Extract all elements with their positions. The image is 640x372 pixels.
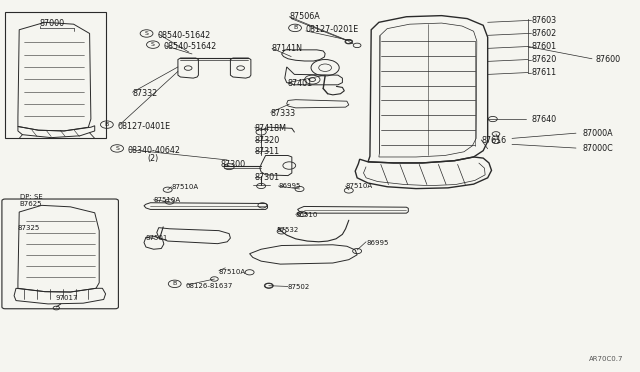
Text: 87301: 87301	[255, 173, 280, 182]
Text: 87401: 87401	[288, 79, 313, 88]
Text: 87502: 87502	[288, 284, 310, 290]
Text: 87506A: 87506A	[289, 12, 320, 21]
Text: 97017: 97017	[55, 295, 77, 301]
Text: B: B	[105, 122, 109, 127]
Text: 87332: 87332	[132, 89, 157, 97]
Text: 87600: 87600	[595, 55, 620, 64]
Text: B7625: B7625	[19, 201, 42, 207]
Text: 87616: 87616	[481, 136, 506, 145]
Text: 08127-0401E: 08127-0401E	[118, 122, 171, 131]
Text: B: B	[173, 281, 177, 286]
Text: DP: SE: DP: SE	[20, 194, 44, 200]
Text: AR70C0.7: AR70C0.7	[589, 356, 623, 362]
Text: 87532: 87532	[276, 227, 299, 233]
Text: 86995: 86995	[278, 183, 301, 189]
Text: 08127-0201E: 08127-0201E	[306, 25, 359, 34]
Text: 87000A: 87000A	[582, 129, 613, 138]
Text: 87501: 87501	[146, 235, 168, 241]
Text: 08340-40642: 08340-40642	[128, 146, 181, 155]
Text: 87300: 87300	[221, 160, 246, 169]
Text: 87601: 87601	[531, 42, 556, 51]
Text: S: S	[115, 146, 119, 151]
Bar	[5, 12, 106, 138]
Text: 87000C: 87000C	[582, 144, 613, 153]
Text: 08540-51642: 08540-51642	[164, 42, 217, 51]
Text: 08126-81637: 08126-81637	[186, 283, 233, 289]
Text: 87000: 87000	[40, 19, 65, 28]
Text: 87418M: 87418M	[255, 124, 287, 133]
Text: 86995: 86995	[366, 240, 388, 246]
Text: 87602: 87602	[531, 29, 556, 38]
Text: 87333: 87333	[271, 109, 296, 118]
Text: 87620: 87620	[531, 55, 556, 64]
Text: 87510A: 87510A	[346, 183, 372, 189]
Text: 86510: 86510	[296, 212, 318, 218]
Text: 87510A: 87510A	[219, 269, 246, 275]
Text: S: S	[151, 42, 155, 47]
Text: 87611: 87611	[531, 68, 556, 77]
Text: 87603: 87603	[531, 16, 556, 25]
Text: 87311: 87311	[255, 147, 280, 156]
Text: 87320: 87320	[255, 136, 280, 145]
Text: 87325: 87325	[18, 225, 40, 231]
Text: S: S	[145, 31, 148, 36]
Text: 87141N: 87141N	[272, 44, 303, 53]
Text: 08540-51642: 08540-51642	[157, 31, 211, 40]
Text: 87640: 87640	[531, 115, 556, 124]
Text: 87510A: 87510A	[154, 197, 180, 203]
Text: B: B	[293, 25, 297, 31]
Text: 87510A: 87510A	[172, 184, 198, 190]
Text: (2): (2)	[147, 154, 159, 163]
